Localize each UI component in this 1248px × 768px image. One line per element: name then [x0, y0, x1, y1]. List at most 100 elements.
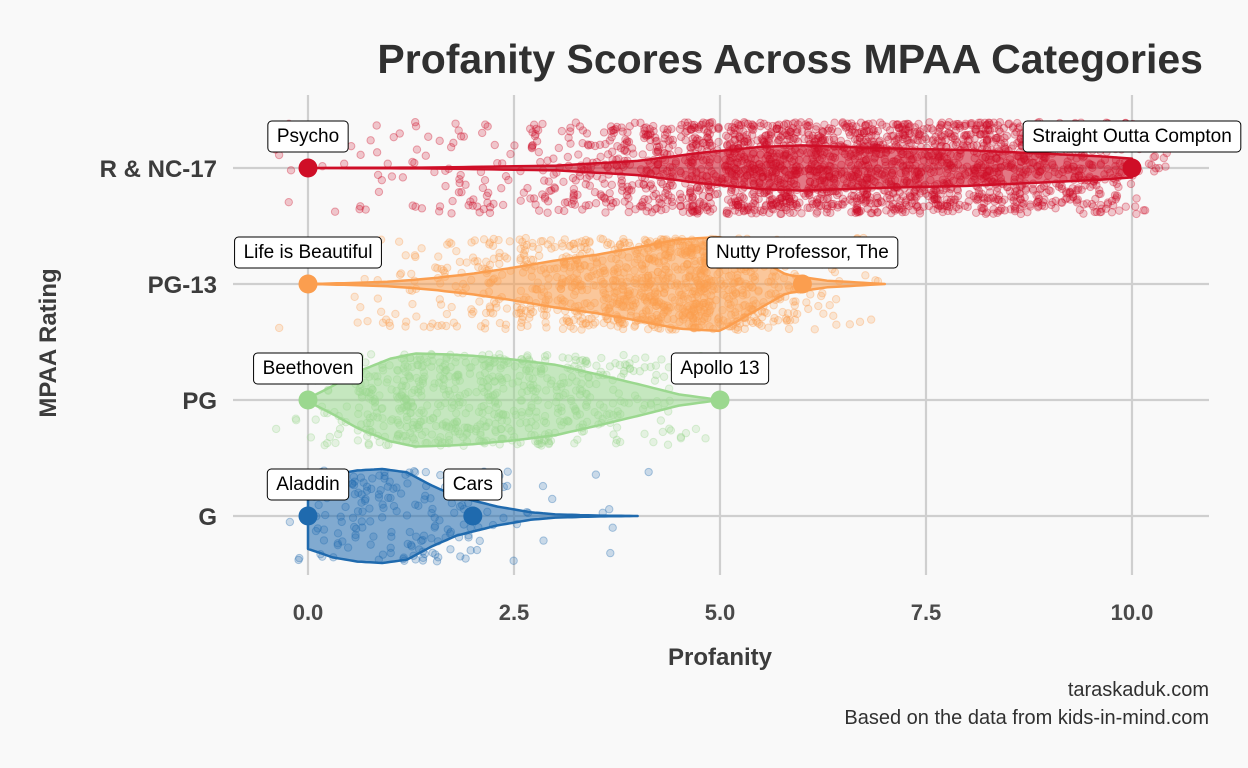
- data-point: [526, 194, 535, 203]
- data-point: [435, 295, 445, 304]
- data-point: [612, 423, 622, 432]
- data-point: [812, 199, 822, 208]
- data-point: [757, 321, 766, 330]
- data-point: [605, 362, 615, 371]
- data-point: [676, 434, 686, 443]
- data-point: [782, 316, 791, 325]
- data-point: [534, 244, 543, 254]
- data-point: [569, 239, 578, 249]
- data-point: [736, 199, 746, 209]
- data-point: [613, 322, 623, 331]
- data-point: [783, 315, 792, 325]
- data-point: [489, 199, 498, 209]
- data-point: [286, 166, 296, 175]
- data-point: [965, 190, 974, 199]
- data-point: [475, 297, 484, 306]
- data-point: [936, 200, 946, 209]
- data-point: [601, 208, 610, 217]
- data-point: [1092, 207, 1101, 217]
- data-point: [735, 124, 744, 134]
- data-point: [571, 118, 581, 127]
- data-point: [705, 129, 715, 139]
- data-point: [372, 121, 381, 130]
- data-point: [630, 321, 640, 330]
- data-point: [927, 124, 936, 133]
- data-point: [325, 432, 335, 442]
- data-point: [776, 209, 785, 219]
- data-point: [535, 440, 544, 449]
- data-point: [516, 196, 525, 205]
- data-point: [872, 191, 882, 201]
- data-point: [502, 481, 512, 491]
- data-point: [353, 318, 362, 327]
- data-point: [573, 435, 582, 444]
- data-point: [431, 263, 440, 272]
- movie-label-text: Cars: [453, 474, 493, 495]
- data-point: [445, 238, 454, 247]
- data-point: [322, 439, 332, 448]
- data-point: [954, 204, 963, 214]
- x-tick-label: 10.0: [1111, 600, 1154, 625]
- data-point: [837, 199, 846, 209]
- x-tick-label: 7.5: [911, 600, 942, 625]
- data-point: [605, 505, 614, 514]
- data-point: [491, 299, 501, 308]
- data-point: [785, 316, 795, 325]
- data-point: [599, 128, 609, 137]
- data-point: [566, 322, 575, 331]
- data-point: [485, 208, 495, 218]
- data-point: [865, 196, 874, 205]
- data-point: [986, 194, 995, 203]
- data-point: [619, 237, 628, 247]
- data-point: [663, 440, 673, 449]
- data-point: [417, 204, 427, 213]
- data-point: [1131, 202, 1140, 211]
- data-point: [519, 249, 528, 258]
- data-point: [407, 269, 416, 279]
- data-point: [456, 132, 466, 141]
- data-point: [884, 135, 893, 144]
- data-point: [481, 318, 490, 328]
- data-point: [398, 173, 408, 182]
- data-point: [971, 124, 980, 134]
- data-point: [1159, 153, 1168, 163]
- movie-label-text: Life is Beautiful: [244, 242, 373, 263]
- data-point: [714, 137, 723, 147]
- data-point: [485, 302, 495, 311]
- data-point: [1096, 200, 1105, 210]
- data-point: [752, 316, 761, 326]
- data-point: [582, 129, 592, 138]
- data-point: [994, 126, 1004, 135]
- data-point: [818, 289, 827, 298]
- data-point: [651, 361, 661, 370]
- data-point: [456, 170, 465, 180]
- data-point: [566, 241, 575, 250]
- data-point: [756, 118, 765, 128]
- data-point: [606, 122, 616, 131]
- data-point: [501, 171, 511, 181]
- data-point: [582, 174, 591, 183]
- data-point: [989, 205, 998, 214]
- data-point: [411, 122, 421, 131]
- caption-line-1: taraskaduk.com: [1068, 679, 1209, 701]
- data-point: [625, 364, 635, 373]
- data-point: [692, 140, 701, 150]
- data-point: [486, 308, 495, 317]
- data-point: [366, 350, 376, 359]
- data-point: [385, 318, 394, 327]
- data-point: [707, 141, 717, 151]
- data-point: [494, 235, 503, 245]
- data-point: [760, 307, 769, 317]
- data-point: [517, 315, 527, 324]
- data-point: [565, 242, 574, 251]
- data-point: [519, 188, 528, 197]
- data-point: [537, 441, 546, 450]
- data-point: [294, 555, 303, 565]
- data-point: [541, 318, 550, 327]
- data-point: [558, 324, 568, 334]
- data-point: [878, 120, 887, 129]
- data-point: [408, 157, 417, 167]
- data-point: [526, 124, 535, 133]
- data-point: [703, 202, 712, 212]
- data-point: [418, 553, 428, 563]
